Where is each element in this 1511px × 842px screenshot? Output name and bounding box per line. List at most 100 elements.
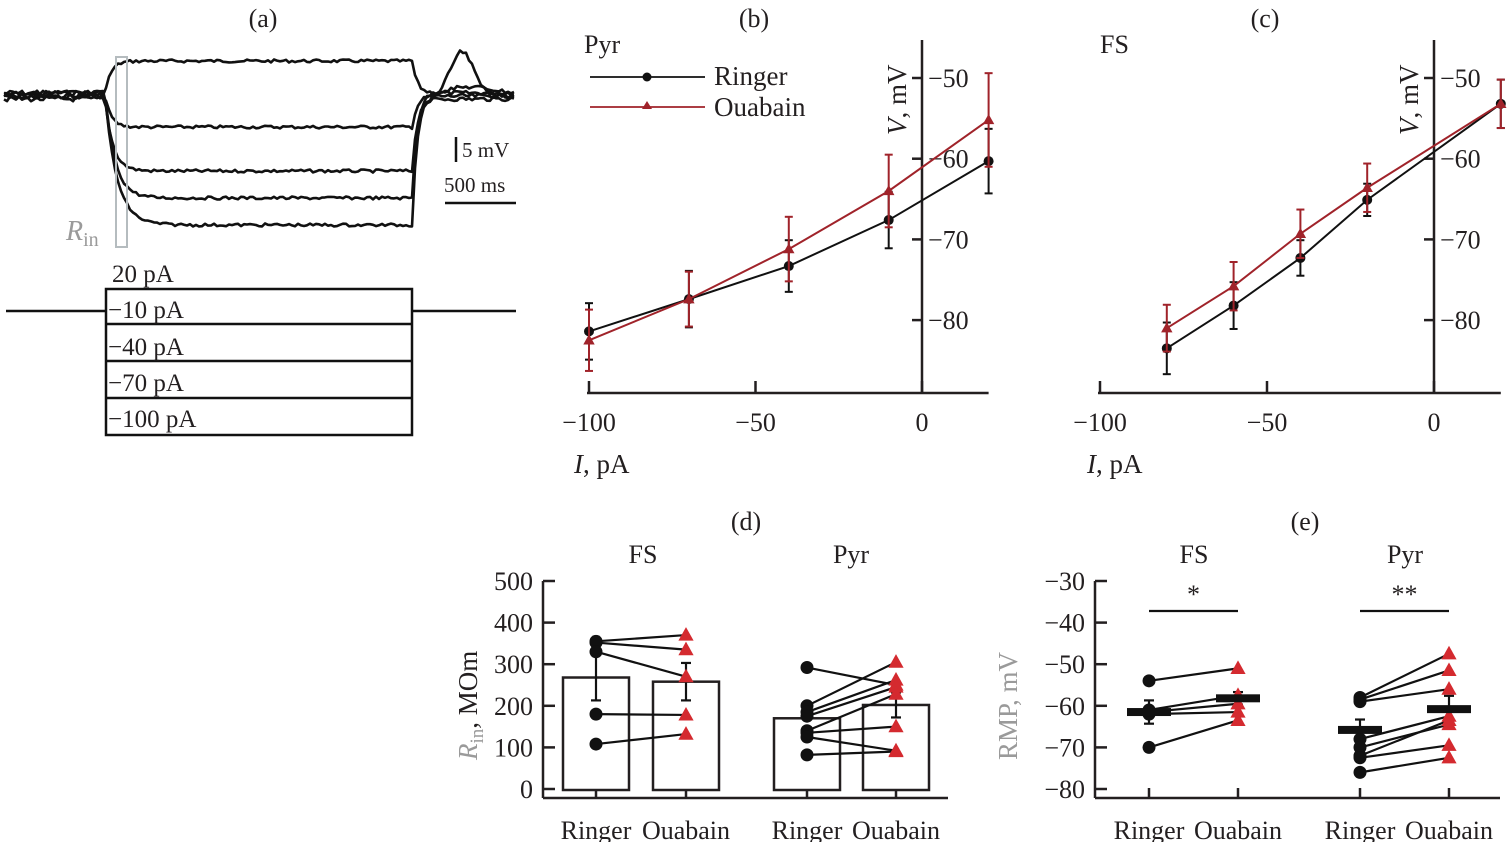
pair-line bbox=[806, 666, 897, 687]
pair-line bbox=[806, 678, 897, 714]
pair-line bbox=[806, 750, 897, 756]
panel-b-label: (b) bbox=[739, 4, 769, 33]
data-point-ouabain bbox=[883, 184, 895, 196]
ringer-point bbox=[800, 730, 814, 744]
panel-e: (e) FS Pyr −30 −40 −50 −60 −70 −80 Ringer Ouaba… bbox=[993, 507, 1500, 842]
x-tick-label-ringer: Ringer bbox=[1325, 816, 1396, 842]
panel-e-label: (e) bbox=[1291, 507, 1320, 536]
pair-line bbox=[1359, 652, 1450, 699]
x-tick-label-ringer: Ringer bbox=[561, 816, 632, 842]
scale-bar-t-label: 500 ms bbox=[444, 173, 505, 197]
panel-d-group-fs: FS bbox=[629, 540, 658, 569]
mean-marker bbox=[1127, 708, 1171, 717]
voltage-trace bbox=[3, 58, 515, 97]
panel-e-group-pyr: Pyr bbox=[1387, 540, 1423, 569]
plot-b: −100 −50 0−50−60−70−80 bbox=[562, 40, 995, 437]
step-label-20: 20 pA bbox=[112, 261, 174, 288]
x-tick-label-ouabain: Ouabain bbox=[642, 816, 730, 842]
x-tick-label-ouabain: Ouabain bbox=[852, 816, 940, 842]
ouabain-point bbox=[1230, 704, 1246, 718]
x-tick-label-ouabain: Ouabain bbox=[1405, 816, 1493, 842]
panel-b-xlabel: I, pA bbox=[573, 449, 630, 479]
ringer-point bbox=[800, 748, 814, 762]
panel-c-label: (c) bbox=[1251, 4, 1280, 33]
panel-b-ylabel: V, mV bbox=[882, 64, 912, 135]
data-point-ouabain bbox=[683, 293, 695, 304]
ouabain-point bbox=[678, 641, 694, 656]
panel-d: (d) FS Pyr 0 100 200 300 400 500 Ringer Ouabain… bbox=[453, 507, 948, 842]
ringer-point bbox=[1353, 695, 1367, 709]
voltage-trace bbox=[3, 84, 515, 201]
legend-ouabain-marker bbox=[642, 101, 652, 109]
plot-d: 0 100 200 300 400 500 Ringer Ouabain Ringer Ouaba… bbox=[494, 567, 948, 842]
ouabain-point bbox=[888, 686, 904, 700]
pair-line bbox=[1359, 756, 1450, 774]
ouabain-point bbox=[1441, 749, 1457, 764]
panel-e-group-fs: FS bbox=[1180, 540, 1209, 569]
pair-line bbox=[595, 650, 687, 678]
panel-c-title: FS bbox=[1100, 30, 1129, 59]
data-point-ouabain bbox=[1361, 181, 1373, 192]
pair-line bbox=[1359, 688, 1450, 703]
pair-line bbox=[1359, 744, 1450, 759]
pair-line bbox=[1148, 719, 1239, 749]
panel-e-ylabel: RMP, mV bbox=[993, 651, 1023, 760]
step-label-m70: −70 pA bbox=[108, 370, 184, 397]
y-tick-label: 400 bbox=[494, 609, 533, 638]
x-tick-label-ringer: Ringer bbox=[1114, 816, 1185, 842]
series-line-ouabain bbox=[1166, 102, 1502, 330]
voltage-traces bbox=[3, 49, 515, 228]
pair-line bbox=[1359, 719, 1450, 757]
pair-line bbox=[595, 641, 687, 651]
y-tick-label: −80 bbox=[1044, 775, 1085, 804]
ringer-point bbox=[589, 737, 603, 751]
y-tick-label: −80 bbox=[928, 306, 969, 335]
pair-line bbox=[1359, 669, 1450, 701]
pair-line bbox=[806, 725, 897, 734]
y-tick-label: −70 bbox=[928, 225, 969, 254]
data-point-ouabain bbox=[982, 113, 995, 125]
y-tick-label: 0 bbox=[520, 775, 533, 804]
y-tick-label: −50 bbox=[1044, 650, 1085, 679]
legend-ringer-label: Ringer bbox=[714, 61, 788, 91]
ouabain-point bbox=[1441, 662, 1457, 677]
ringer-point bbox=[1353, 765, 1367, 779]
ringer-point bbox=[1142, 740, 1156, 754]
data-point-ouabain bbox=[1294, 227, 1307, 238]
legend-ouabain-label: Ouabain bbox=[714, 92, 806, 122]
ringer-point bbox=[800, 661, 814, 675]
panel-b-title: Pyr bbox=[584, 30, 620, 59]
significance-marker: * bbox=[1187, 580, 1200, 609]
panel-c-xlabel: I, pA bbox=[1086, 449, 1143, 479]
rin-label: Rin bbox=[65, 216, 99, 251]
stimulus-steps-box bbox=[104, 287, 414, 437]
rin-window-box bbox=[115, 56, 128, 248]
legend: Ringer Ouabain bbox=[590, 61, 806, 122]
ouabain-point bbox=[678, 668, 694, 683]
y-tick-label: −30 bbox=[1044, 567, 1085, 596]
ringer-point bbox=[589, 645, 603, 659]
pair-line bbox=[806, 693, 897, 732]
panel-d-ylabel: Rin, MOm bbox=[453, 651, 488, 761]
y-tick-label: −50 bbox=[928, 64, 969, 93]
step-label-m10: −10 pA bbox=[108, 297, 184, 324]
pair-line bbox=[1359, 715, 1450, 741]
x-tick-label-ouabain: Ouabain bbox=[1194, 816, 1282, 842]
ouabain-point bbox=[888, 679, 904, 693]
x-tick-label: −100 bbox=[562, 408, 616, 437]
panel-a-label: (a) bbox=[249, 4, 278, 33]
legend-ringer-marker bbox=[642, 72, 652, 82]
y-tick-label: −50 bbox=[1440, 64, 1481, 93]
x-tick-label: 0 bbox=[1428, 408, 1441, 437]
ouabain-point bbox=[888, 672, 904, 686]
panel-c: (c) FS −100 −50 0 −50 −60 −70 −80 I, pA V, mV bbox=[1073, 4, 1507, 479]
pair-line bbox=[595, 713, 687, 717]
panel-d-label: (d) bbox=[731, 507, 761, 536]
plot-c: −100 −50 0 −50 −60 −70 −80 bbox=[1073, 40, 1507, 437]
pair-line bbox=[806, 686, 897, 718]
panel-d-group-pyr: Pyr bbox=[833, 540, 869, 569]
y-tick-label: 300 bbox=[494, 650, 533, 679]
x-tick-label: −50 bbox=[735, 408, 776, 437]
ouabain-point bbox=[888, 654, 904, 668]
